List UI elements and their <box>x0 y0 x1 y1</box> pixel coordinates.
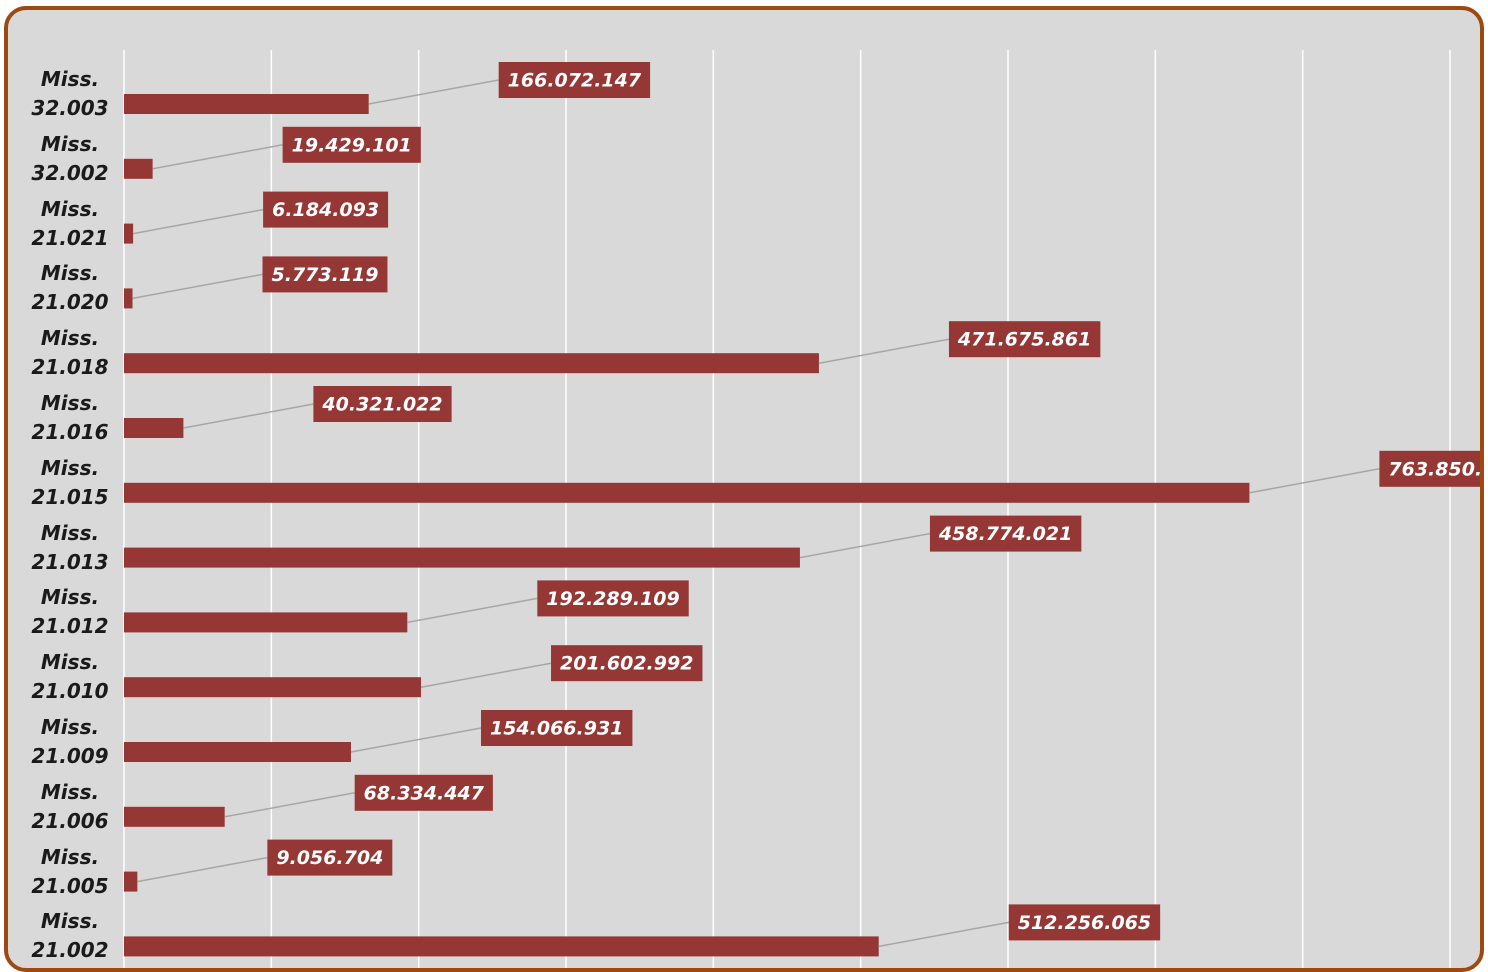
data-label: 166.072.147 <box>508 70 642 92</box>
y-tick-label: Miss. 21.016 <box>31 391 109 444</box>
leader-line <box>368 79 499 105</box>
y-tick-label: Miss. 21.018 <box>31 326 109 380</box>
leader-line <box>183 403 314 429</box>
data-label: 154.066.931 <box>490 718 623 740</box>
data-label: 5.773.119 <box>272 264 379 286</box>
bar <box>124 806 225 827</box>
leader-line <box>1249 468 1380 494</box>
leader-line <box>407 597 538 624</box>
leader-line <box>799 532 931 559</box>
y-tick-label: Miss. 21.013 <box>31 520 109 574</box>
bar <box>124 94 369 114</box>
data-label-box <box>948 321 1101 358</box>
bar <box>124 742 351 762</box>
data-label: 192.289.109 <box>546 588 679 610</box>
y-tick-label: Miss. 21.012 <box>31 585 109 639</box>
y-tick-label: Miss. 32.003 <box>31 67 109 120</box>
chart: 166.072.147 19.429.101 6.184.093 5.773.119 4… <box>123 50 1480 968</box>
leader-line <box>350 727 482 753</box>
y-tick-label: Miss. 21.010 <box>31 650 109 704</box>
leader-line <box>132 273 263 300</box>
leader-line <box>878 921 1009 948</box>
leader-line <box>152 144 283 170</box>
bar <box>124 612 408 633</box>
data-label: 9.056.704 <box>276 847 383 869</box>
y-tick-label: Miss. 21.015 <box>31 455 109 509</box>
bar <box>124 482 1250 503</box>
data-label-box <box>262 256 388 293</box>
data-label: 471.675.861 <box>957 329 1091 351</box>
bar <box>124 936 879 957</box>
bar <box>124 288 133 309</box>
y-tick-label: Miss. 21.009 <box>31 715 109 768</box>
chart-frame: 166.072.147 19.429.101 6.184.093 5.773.119 4… <box>4 6 1484 972</box>
y-tick-label: Miss. 21.021 <box>31 196 109 250</box>
bar <box>124 418 184 438</box>
data-label: 458.774.021 <box>938 523 1072 545</box>
data-label: 68.334.447 <box>364 782 485 804</box>
data-label: 19.429.101 <box>292 134 412 156</box>
data-label: 512.256.065 <box>1018 912 1151 934</box>
bar <box>124 547 800 568</box>
data-label: 763.850.215 <box>1388 458 1480 480</box>
data-label-box <box>313 386 452 422</box>
y-tick-label: Miss. 32.002 <box>31 131 109 185</box>
bar <box>124 158 153 179</box>
data-label-box <box>354 774 493 811</box>
data-label-box <box>551 645 703 682</box>
data-label-box <box>1008 904 1161 941</box>
data-label-box <box>537 580 689 617</box>
data-label-box <box>1379 450 1480 487</box>
leader-line <box>420 662 552 688</box>
bar <box>124 223 134 244</box>
data-label: 40.321.022 <box>321 394 442 416</box>
leader-line <box>132 208 264 235</box>
data-label: 6.184.093 <box>272 199 379 221</box>
bar <box>124 677 422 698</box>
y-tick-label: Miss. 21.006 <box>31 779 109 833</box>
bar <box>124 871 138 892</box>
y-tick-label: Miss. 21.020 <box>31 261 109 315</box>
data-label-box <box>263 191 389 228</box>
leader-line <box>224 792 355 818</box>
data-label-box <box>267 839 393 876</box>
y-tick-label: Miss. 21.002 <box>31 909 109 963</box>
data-label-box <box>282 126 421 163</box>
leader-line <box>818 338 950 364</box>
data-label-box <box>480 710 633 746</box>
bar <box>124 353 819 374</box>
data-label-box <box>498 62 651 98</box>
y-tick-label: Miss. 21.005 <box>31 844 109 898</box>
leader-line <box>137 856 268 883</box>
data-label-box <box>929 515 1082 552</box>
data-label: 201.602.992 <box>560 653 693 675</box>
